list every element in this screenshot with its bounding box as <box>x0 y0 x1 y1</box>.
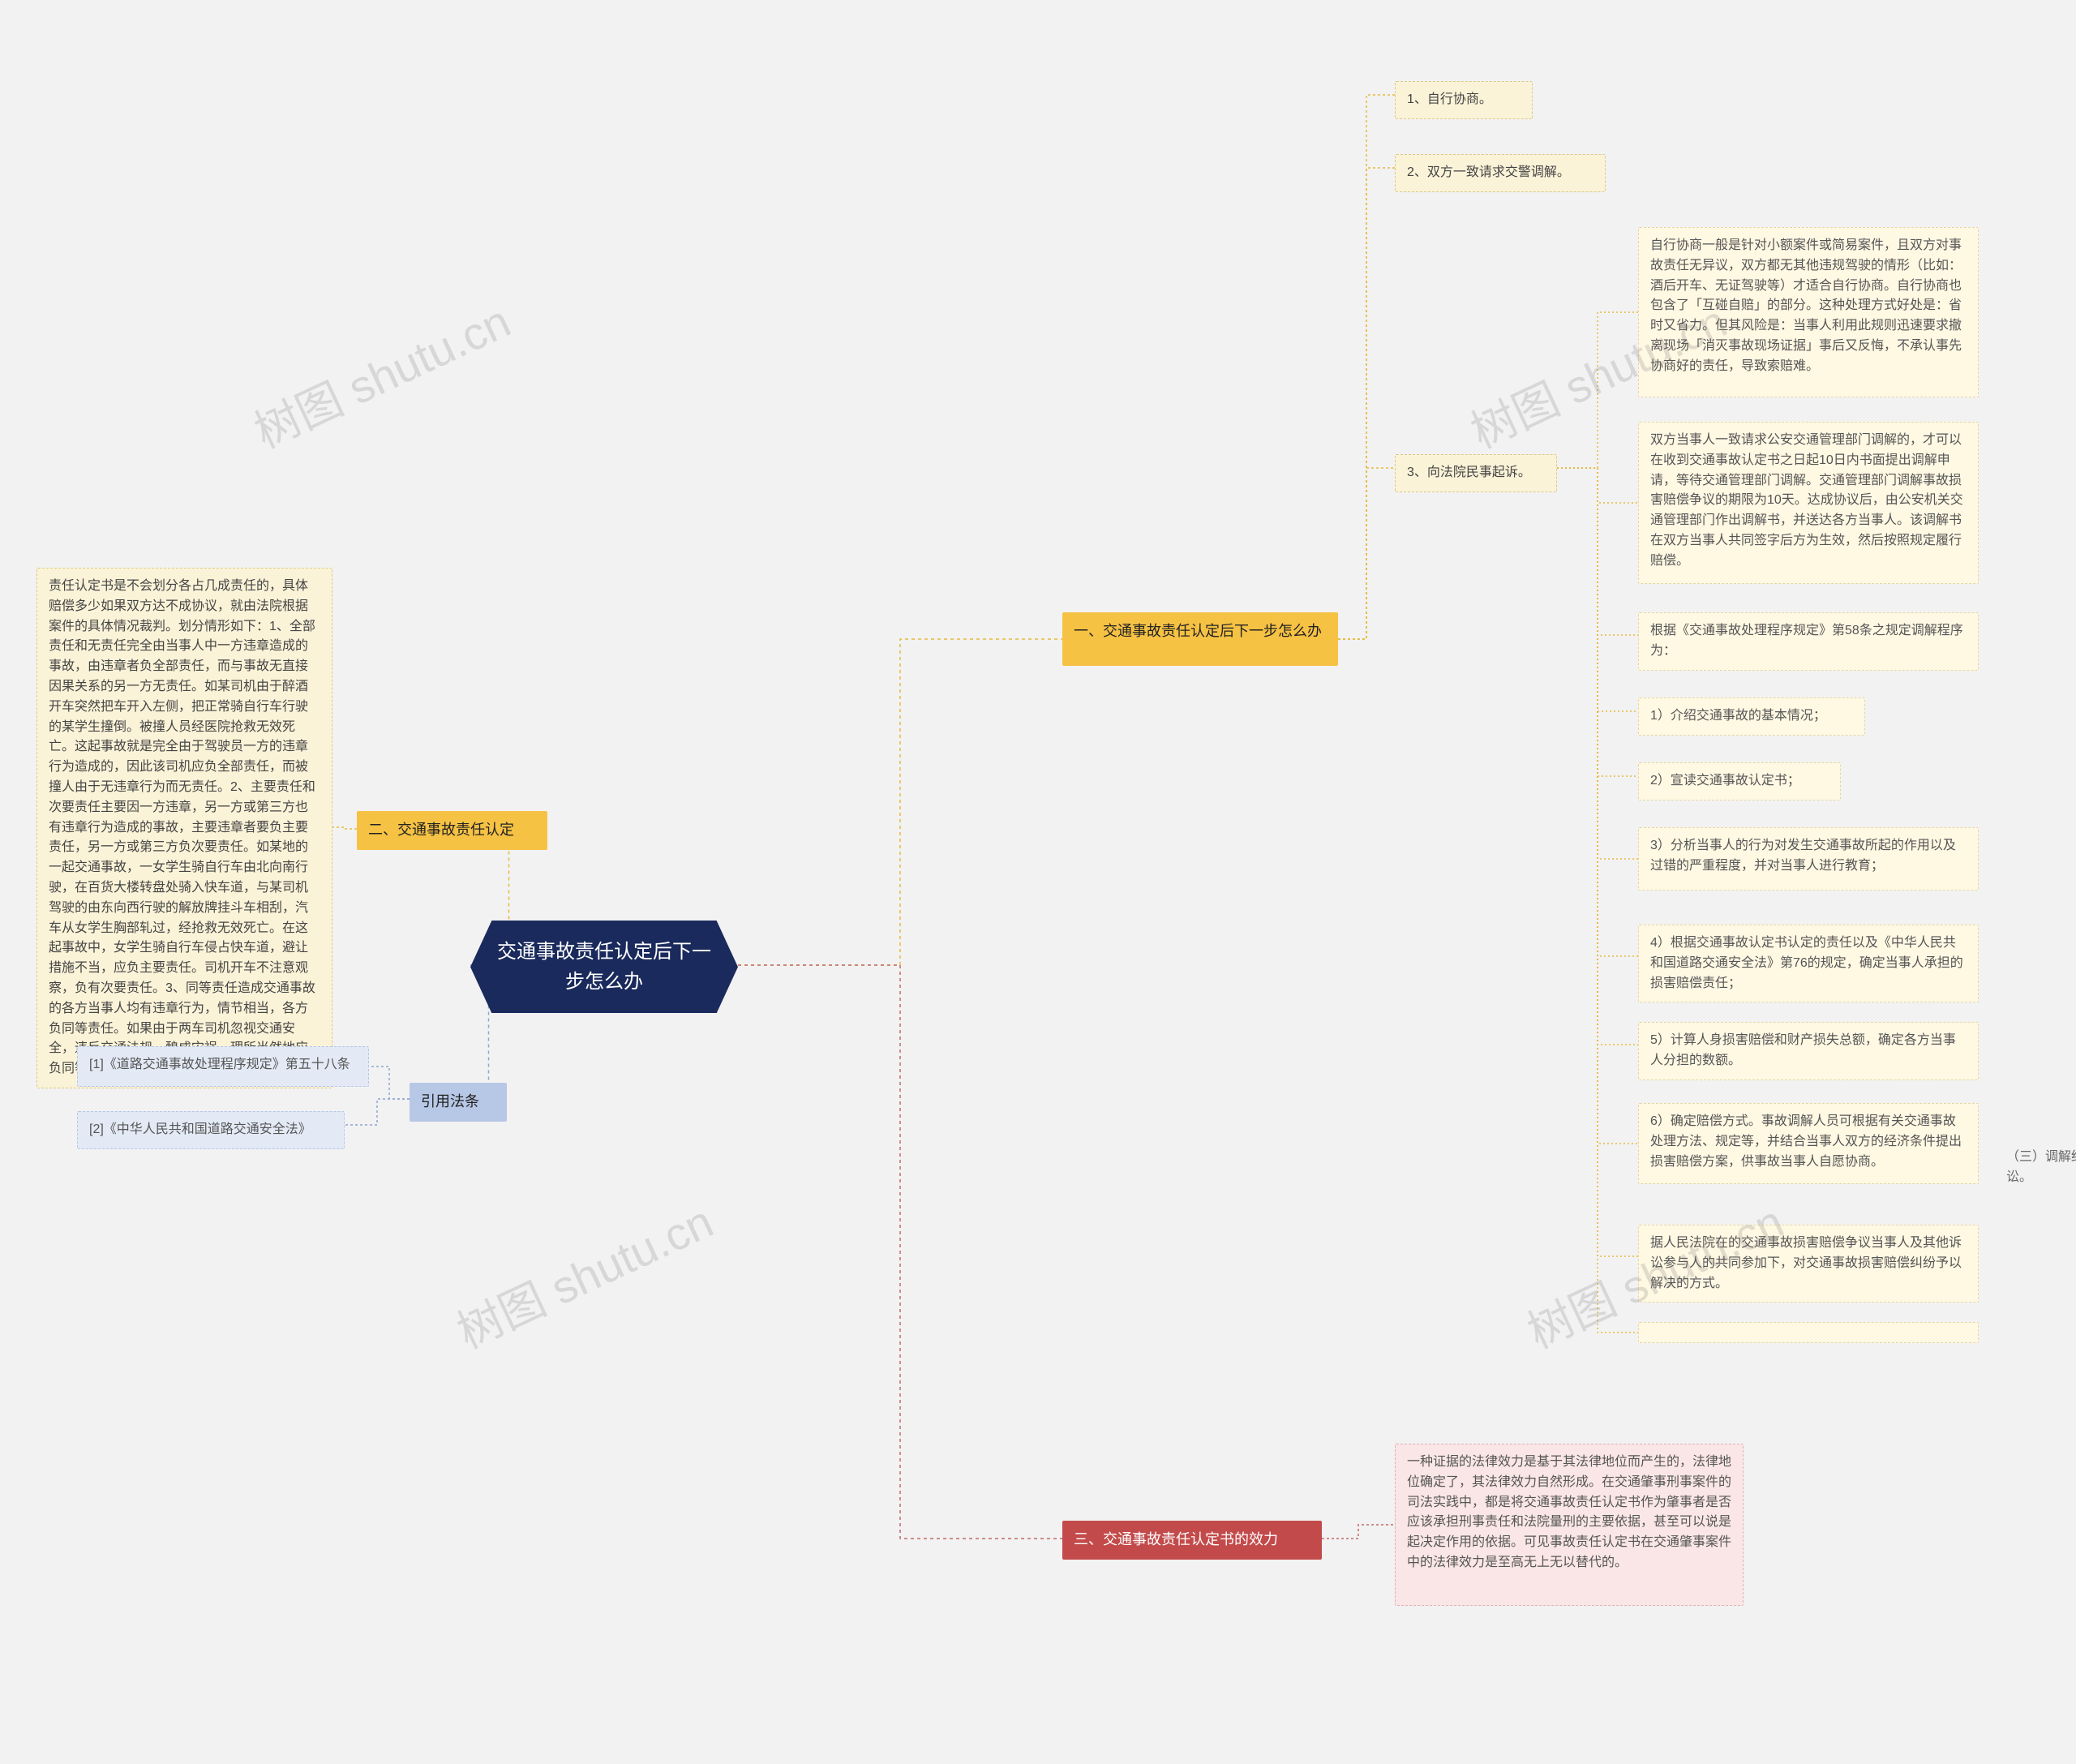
edge-b1_3-b1_3c <box>1557 468 1638 635</box>
edge-b3-b3_detail <box>1322 1525 1395 1539</box>
edge-root-b3 <box>738 965 1062 1539</box>
node-b3_detail: 一种证据的法律效力是基于其法律地位而产生的，法律地位确定了，其法律效力自然形成。… <box>1395 1444 1744 1606</box>
edge-b1_3-b1_3i <box>1557 468 1638 1144</box>
node-b4: 引用法条 <box>410 1083 507 1122</box>
edge-b4-b4_1 <box>369 1067 410 1099</box>
node-b1_3i: 6）确定赔偿方式。事故调解人员可根据有关交通事故处理方法、规定等，并结合当事人双… <box>1638 1103 1979 1184</box>
node-b1_3i_end: （三）调解结束，诉讼。 <box>1995 1140 2076 1196</box>
node-b1_3j: 据人民法院在的交通事故损害赔偿争议当事人及其他诉讼参与人的共同参加下，对交通事故… <box>1638 1225 1979 1303</box>
node-b1_3f: 3）分析当事人的行为对发生交通事故所起的作用以及过错的严重程度，并对当事人进行教… <box>1638 827 1979 891</box>
edge-b4-b4_2 <box>345 1099 410 1125</box>
watermark-0: 树图 shutu.cn <box>242 285 520 461</box>
edge-b1_3-b1_3f <box>1557 468 1638 859</box>
edge-b1-b1_3 <box>1338 468 1395 639</box>
edge-b1-b1_2 <box>1338 168 1395 639</box>
edge-b2-b2_detail <box>332 827 357 829</box>
watermark-2: 树图 shutu.cn <box>445 1186 723 1362</box>
node-b1_3h: 5）计算人身损害赔偿和财产损失总额，确定各方当事人分担的数额。 <box>1638 1022 1979 1080</box>
node-b1_3k <box>1638 1322 1979 1343</box>
edge-b1_3-b1_3b <box>1557 468 1638 503</box>
node-b3: 三、交通事故责任认定书的效力 <box>1062 1521 1322 1560</box>
edge-b1_3-b1_3h <box>1557 468 1638 1045</box>
node-b1_3b: 双方当事人一致请求公安交通管理部门调解的，才可以在收到交通事故认定书之日起10日… <box>1638 422 1979 584</box>
edge-b1_3-b1_3d <box>1557 468 1638 711</box>
edge-b1_3-b1_3e <box>1557 468 1638 776</box>
node-b1: 一、交通事故责任认定后下一步怎么办 <box>1062 612 1338 666</box>
node-b1_3c: 根据《交通事故处理程序规定》第58条之规定调解程序为： <box>1638 612 1979 671</box>
node-root: 交通事故责任认定后下一步怎么办 <box>470 921 738 1013</box>
node-b1_3e: 2）宣读交通事故认定书； <box>1638 762 1841 800</box>
edge-b1_3-b1_3g <box>1557 468 1638 956</box>
node-b1_3: 3、向法院民事起诉。 <box>1395 454 1557 492</box>
node-b2_detail: 责任认定书是不会划分各占几成责任的，具体赔偿多少如果双方达不成协议，就由法院根据… <box>36 568 332 1088</box>
node-b1_3g: 4）根据交通事故认定书认定的责任以及《中华人民共和国道路交通安全法》第76的规定… <box>1638 925 1979 1002</box>
node-b2: 二、交通事故责任认定 <box>357 811 547 850</box>
edge-root-b1 <box>738 639 1062 965</box>
node-b4_1: [1]《道路交通事故处理程序规定》第五十八条 <box>77 1046 369 1087</box>
edge-b1_3-b1_3k <box>1557 468 1638 1333</box>
edge-b1_3-b1_3j <box>1557 468 1638 1256</box>
node-b1_1: 1、自行协商。 <box>1395 81 1533 119</box>
edge-b1-b1_1 <box>1338 95 1395 639</box>
node-b1_3d: 1）介绍交通事故的基本情况； <box>1638 697 1865 736</box>
node-b1_3a: 自行协商一般是针对小额案件或简易案件，且双方对事故责任无异议，双方都无其他违规驾… <box>1638 227 1979 397</box>
node-b1_2: 2、双方一致请求交警调解。 <box>1395 154 1606 192</box>
node-b4_2: [2]《中华人民共和国道路交通安全法》 <box>77 1111 345 1149</box>
edge-b1_3-b1_3a <box>1557 312 1638 468</box>
